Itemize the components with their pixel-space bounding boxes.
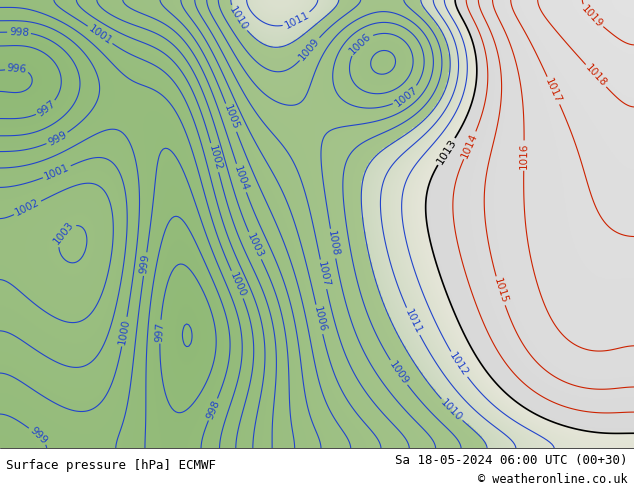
Text: 1008: 1008 — [326, 230, 340, 257]
Text: 1005: 1005 — [222, 103, 240, 132]
Text: 1009: 1009 — [297, 36, 322, 62]
Text: 1003: 1003 — [51, 220, 75, 246]
Text: Surface pressure [hPa] ECMWF: Surface pressure [hPa] ECMWF — [6, 459, 216, 471]
Text: 1011: 1011 — [283, 10, 311, 31]
Text: 1015: 1015 — [492, 277, 509, 305]
Text: 1016: 1016 — [519, 142, 529, 169]
Text: 999: 999 — [139, 253, 152, 274]
Text: 997: 997 — [155, 321, 165, 342]
Text: 999: 999 — [46, 129, 68, 147]
Text: 998: 998 — [9, 26, 29, 38]
Text: 998: 998 — [205, 398, 221, 420]
Text: 1006: 1006 — [347, 31, 373, 56]
Text: 1009: 1009 — [387, 359, 410, 386]
Text: 1010: 1010 — [227, 4, 249, 32]
Text: 1014: 1014 — [460, 131, 480, 159]
Text: 1007: 1007 — [316, 261, 331, 288]
Text: 1001: 1001 — [43, 162, 71, 182]
Text: Sa 18-05-2024 06:00 UTC (00+30): Sa 18-05-2024 06:00 UTC (00+30) — [395, 454, 628, 466]
Text: 1002: 1002 — [13, 197, 42, 218]
Text: 1012: 1012 — [448, 351, 470, 378]
Text: 1017: 1017 — [543, 76, 564, 104]
Text: 1006: 1006 — [311, 305, 327, 333]
Text: 1003: 1003 — [245, 232, 265, 260]
Text: 999: 999 — [27, 425, 49, 446]
Text: 1018: 1018 — [583, 63, 609, 89]
Text: 1013: 1013 — [435, 137, 458, 166]
Text: 1001: 1001 — [86, 23, 113, 47]
Text: 1010: 1010 — [439, 397, 465, 423]
Text: 1002: 1002 — [207, 144, 223, 172]
Text: © weatheronline.co.uk: © weatheronline.co.uk — [478, 473, 628, 486]
Text: 996: 996 — [6, 63, 27, 74]
Text: 1000: 1000 — [117, 318, 132, 345]
Text: 1011: 1011 — [403, 307, 423, 336]
Text: 1007: 1007 — [392, 84, 419, 108]
Text: 997: 997 — [36, 98, 57, 119]
Text: 1019: 1019 — [579, 3, 605, 29]
Text: 1000: 1000 — [228, 270, 247, 298]
Text: 1004: 1004 — [232, 164, 250, 192]
